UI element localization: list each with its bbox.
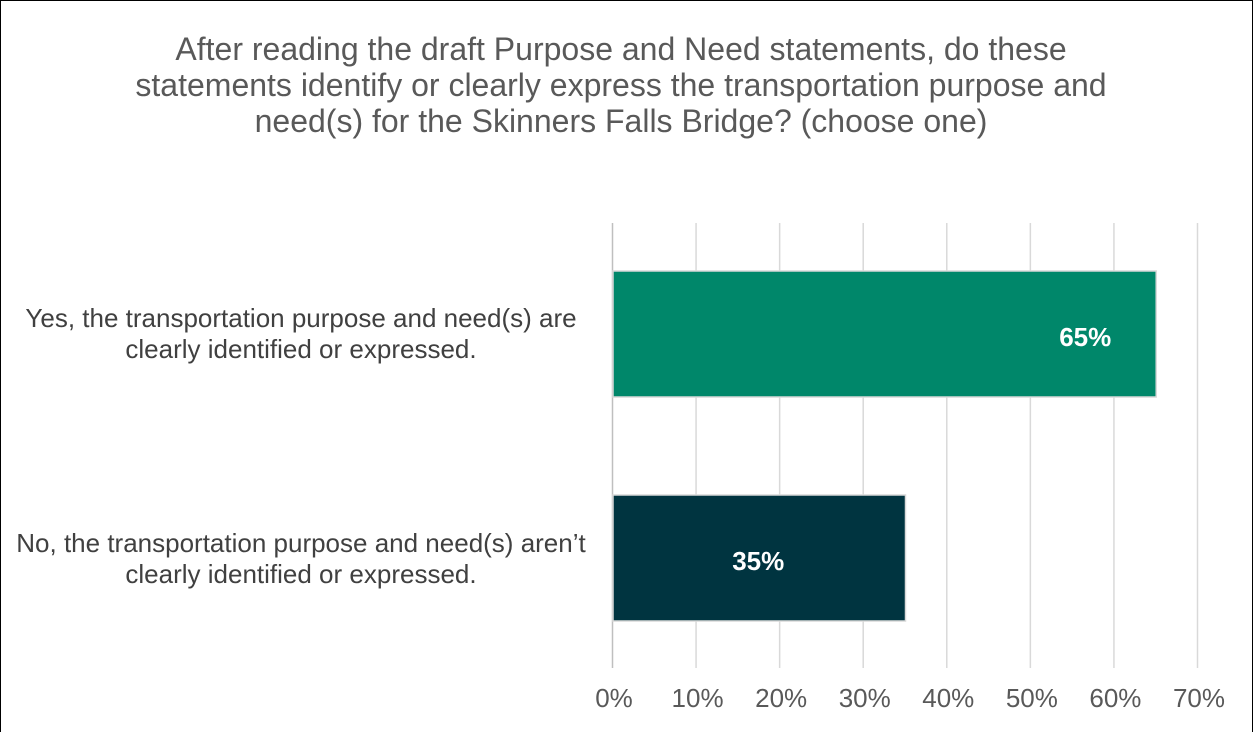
x-tick-label-20: 20% — [755, 683, 807, 713]
x-tick-label-40: 40% — [922, 683, 974, 713]
chart-title: After reading the draft Purpose and Need… — [135, 31, 1107, 139]
x-tick-label-10: 10% — [672, 683, 724, 713]
category-label-yes: Yes, the transportation purpose and need… — [25, 303, 577, 364]
x-tick-label-70: 70% — [1173, 683, 1225, 713]
data-label-yes: 65% — [1059, 322, 1111, 352]
x-tick-label-60: 60% — [1089, 683, 1141, 713]
x-tick-label-0: 0% — [595, 683, 633, 713]
x-tick-label-30: 30% — [839, 683, 891, 713]
bar-no — [612, 494, 907, 622]
bar-yes — [612, 270, 1157, 398]
category-label-no: No, the transportation purpose and need(… — [16, 528, 586, 589]
x-tick-label-50: 50% — [1006, 683, 1058, 713]
data-label-no: 35% — [732, 546, 784, 576]
